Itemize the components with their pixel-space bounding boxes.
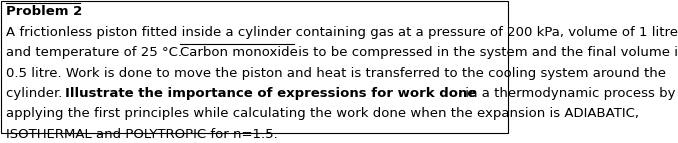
Text: and temperature of 25 °C.: and temperature of 25 °C. (7, 46, 186, 59)
Text: in a thermodynamic process by: in a thermodynamic process by (461, 87, 676, 100)
Text: applying the first principles while calculating the work done when the expansion: applying the first principles while calc… (7, 107, 639, 120)
Text: cylinder.: cylinder. (7, 87, 67, 100)
Text: is to be compressed in the system and the final volume is: is to be compressed in the system and th… (294, 46, 678, 59)
Text: Illustrate the importance of expressions for work done: Illustrate the importance of expressions… (65, 87, 476, 100)
Text: Carbon monoxide: Carbon monoxide (180, 46, 298, 59)
Text: 0.5 litre. Work is done to move the piston and heat is transferred to the coolin: 0.5 litre. Work is done to move the pist… (7, 66, 666, 80)
Text: Problem 2: Problem 2 (7, 5, 83, 18)
Text: A frictionless piston fitted inside a cylinder containing gas at a pressure of 2: A frictionless piston fitted inside a cy… (7, 26, 678, 39)
Text: ISOTHERMAL and POLYTROPIC for n=1.5.: ISOTHERMAL and POLYTROPIC for n=1.5. (7, 128, 278, 141)
